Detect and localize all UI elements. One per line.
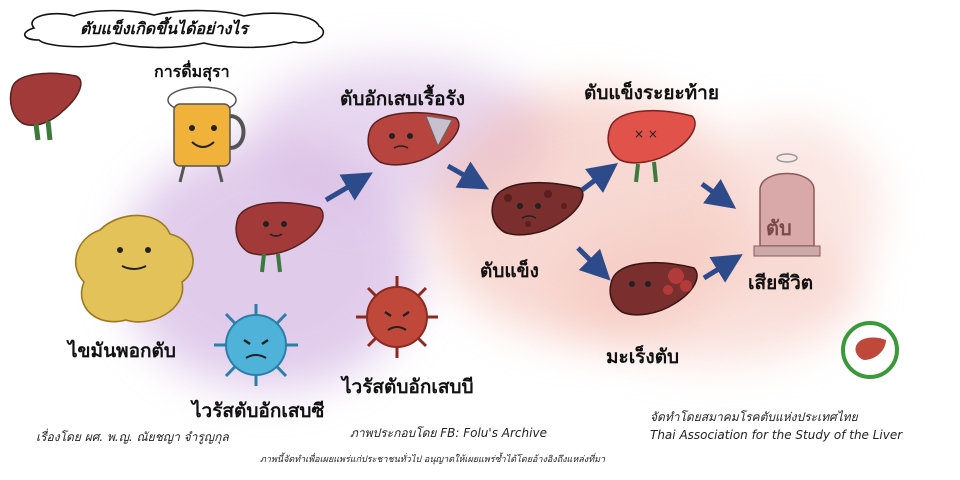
arrow-to-cirrhosis (446, 161, 490, 190)
organizer-thai: จัดทำโดยสมาคมโรคตับแห่งประเทศไทย (650, 410, 858, 424)
healthy-liver-icon (9, 72, 82, 141)
stage-label-liver-cancer: มะเร็งตับ (606, 346, 680, 368)
title-cloud (24, 9, 325, 49)
chronic-hepatitis-liver-icon (367, 111, 460, 166)
stage-label-hep-b: ไวรัสตับอักเสบบี (342, 376, 474, 398)
center-liver-icon (235, 201, 324, 273)
illustrator-credit: ภาพประกอบโดย FB: Folu's Archive (350, 426, 547, 440)
arrow-to-cancer (576, 246, 611, 281)
stage-label-hep-c: ไวรัสตับอักเสบซี (192, 400, 325, 422)
arrow-end-to-death (700, 179, 737, 209)
stage-label-death: เสียชีวิต (748, 272, 814, 294)
stage-label-alcohol: การดื่มสุรา (154, 62, 230, 81)
hepatitis-c-virus-icon (214, 304, 298, 386)
fatty-liver-icon (74, 214, 194, 323)
liver-cancer-icon (609, 261, 698, 316)
stage-label-end-stage: ตับแข็งระยะท้าย (584, 82, 719, 104)
author-credit: เรื่องโดย ผศ. พ.ญ. ณัยชญา จำรูญกุล (36, 430, 229, 444)
hepatitis-b-virus-icon (356, 276, 438, 358)
tombstone-text: ตับ (766, 216, 792, 240)
stage-label-cirrhosis: ตับแข็ง (480, 260, 539, 282)
tombstone-icon (753, 153, 821, 257)
arrow-to-end-stage (580, 163, 618, 193)
association-logo (841, 321, 899, 379)
beer-mug-icon (167, 86, 246, 183)
organizer-english: Thai Association for the Study of the Li… (650, 428, 903, 442)
end-stage-liver-icon: × × (607, 109, 696, 183)
svg-text:× ×: × × (634, 127, 658, 141)
arrow-to-chronic (324, 172, 373, 203)
stage-label-fatty-liver: ไขมันพอกตับ (68, 340, 176, 362)
cirrhosis-liver-icon (491, 181, 584, 236)
stage-label-chronic-hepatitis: ตับอักเสบเรื้อรัง (340, 88, 466, 110)
arrow-cancer-to-death (702, 254, 743, 283)
page-title: ตับแข็งเกิดขึ้นได้อย่างไร (80, 19, 248, 38)
disclaimer: ภาพนี้จัดทำเพื่อเผยแพร่แก่ประชาชนทั่วไป … (260, 455, 606, 465)
